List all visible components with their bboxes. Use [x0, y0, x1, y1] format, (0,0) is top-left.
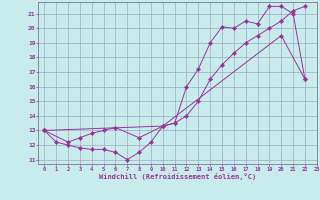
- X-axis label: Windchill (Refroidissement éolien,°C): Windchill (Refroidissement éolien,°C): [99, 173, 256, 180]
